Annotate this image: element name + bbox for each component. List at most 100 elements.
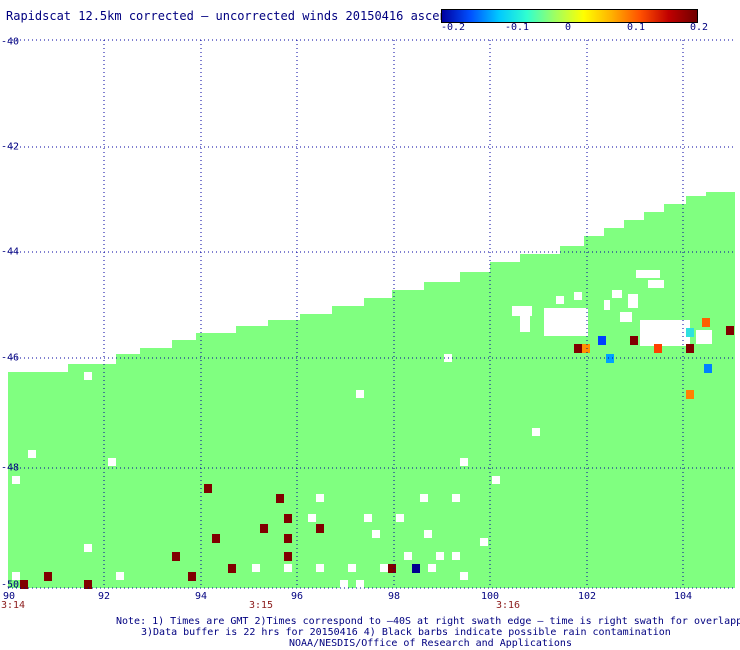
- wind-difference-cell: [704, 364, 712, 373]
- colorbar-tick-label: 0.1: [627, 22, 646, 33]
- lat-label: -50: [1, 579, 20, 591]
- lon-label: 98: [387, 591, 401, 602]
- missing-data-cell: [640, 320, 690, 346]
- missing-data-cell: [372, 530, 380, 538]
- wind-difference-cell: [212, 534, 220, 543]
- lat-label: -46: [1, 352, 20, 364]
- missing-data-cell: [316, 494, 324, 502]
- missing-data-cell: [636, 270, 660, 278]
- wind-difference-cell: [316, 524, 324, 533]
- footer-note-line2: 3)Data buffer is 22 hrs for 20150416 4) …: [141, 627, 671, 638]
- wind-difference-cell: [228, 564, 236, 573]
- wind-difference-cell: [284, 534, 292, 543]
- missing-data-cell: [628, 294, 638, 308]
- missing-data-cell: [316, 564, 324, 572]
- missing-data-cell: [424, 530, 432, 538]
- time-label: 3:14: [1, 600, 26, 611]
- colorbar-tick-label: 0: [565, 22, 572, 33]
- missing-data-cell: [452, 552, 460, 560]
- wind-difference-cell: [726, 326, 734, 335]
- missing-data-cell: [12, 476, 20, 484]
- missing-data-cell: [436, 552, 444, 560]
- missing-data-cell: [348, 564, 356, 572]
- missing-data-cell: [108, 458, 116, 466]
- missing-data-cell: [460, 572, 468, 580]
- wind-difference-cell: [630, 336, 638, 345]
- lon-label: 96: [290, 591, 304, 602]
- wind-difference-cell: [172, 552, 180, 561]
- time-label: 3:16: [496, 600, 521, 611]
- missing-data-cell: [308, 514, 316, 522]
- lon-label: 92: [97, 591, 111, 602]
- lat-label: -48: [1, 462, 20, 474]
- wind-difference-cell: [686, 390, 694, 399]
- wind-difference-cell: [606, 354, 614, 363]
- lon-label: 100: [480, 591, 500, 602]
- wind-swath: [8, 192, 735, 588]
- missing-data-cell: [84, 544, 92, 552]
- missing-data-cell: [356, 580, 364, 588]
- missing-data-cell: [84, 372, 92, 380]
- lon-label: 94: [194, 591, 208, 602]
- time-label: 3:15: [249, 600, 274, 611]
- missing-data-cell: [452, 494, 460, 502]
- wind-difference-cell: [574, 344, 582, 353]
- lat-label: -42: [1, 141, 20, 153]
- wind-difference-cell: [686, 344, 694, 353]
- missing-data-cell: [404, 552, 412, 560]
- wind-difference-cell: [260, 524, 268, 533]
- wind-difference-cell: [654, 344, 662, 353]
- wind-difference-cell: [702, 318, 710, 327]
- missing-data-cell: [116, 572, 124, 580]
- missing-data-cell: [620, 312, 632, 322]
- colorbar-tick-label: 0.2: [690, 22, 709, 33]
- missing-data-cell: [574, 292, 582, 300]
- wind-difference-cell: [598, 336, 606, 345]
- missing-data-cell: [364, 514, 372, 522]
- missing-data-cell: [480, 538, 488, 546]
- figure-title: Rapidscat 12.5km corrected – uncorrected…: [6, 9, 476, 23]
- wind-difference-cell: [204, 484, 212, 493]
- wind-difference-cell: [582, 344, 590, 353]
- missing-data-cell: [556, 296, 564, 304]
- wind-difference-cell: [188, 572, 196, 581]
- missing-data-cell: [356, 390, 364, 398]
- colorbar-tick-label: -0.2: [441, 22, 466, 33]
- missing-data-cell: [532, 428, 540, 436]
- wind-difference-cell: [84, 580, 92, 589]
- missing-data-cell: [340, 580, 348, 588]
- wind-difference-cell: [412, 564, 420, 573]
- footer-note-line3: NOAA/NESDIS/Office of Research and Appli…: [289, 638, 572, 649]
- missing-data-cell: [612, 290, 622, 298]
- missing-data-cell: [380, 564, 388, 572]
- missing-data-cell: [252, 564, 260, 572]
- lat-label: -40: [1, 36, 20, 48]
- wind-difference-cell: [276, 494, 284, 503]
- colorbar-gradient: [442, 10, 697, 22]
- wind-difference-cell: [284, 552, 292, 561]
- missing-data-cell: [520, 316, 530, 332]
- wind-difference-cell: [388, 564, 396, 573]
- missing-data-cell: [696, 330, 712, 344]
- footer-note-line1: Note: 1) Times are GMT 2)Times correspon…: [116, 616, 740, 627]
- missing-data-cell: [648, 280, 664, 288]
- wind-difference-cell: [284, 514, 292, 523]
- missing-data-cell: [492, 476, 500, 484]
- missing-data-cell: [284, 564, 292, 572]
- missing-data-cell: [12, 572, 20, 580]
- missing-data-cell: [396, 514, 404, 522]
- lat-label: -44: [1, 246, 20, 258]
- missing-data-cell: [544, 308, 588, 336]
- missing-data-cell: [604, 300, 610, 310]
- lon-label: 102: [577, 591, 597, 602]
- missing-data-cell: [460, 458, 468, 466]
- wind-difference-cell: [20, 580, 28, 589]
- missing-data-cell: [420, 494, 428, 502]
- colorbar: [441, 9, 698, 23]
- missing-data-cell: [428, 564, 436, 572]
- lon-label: 104: [673, 591, 693, 602]
- wind-difference-cell: [686, 328, 694, 337]
- missing-data-cell: [28, 450, 36, 458]
